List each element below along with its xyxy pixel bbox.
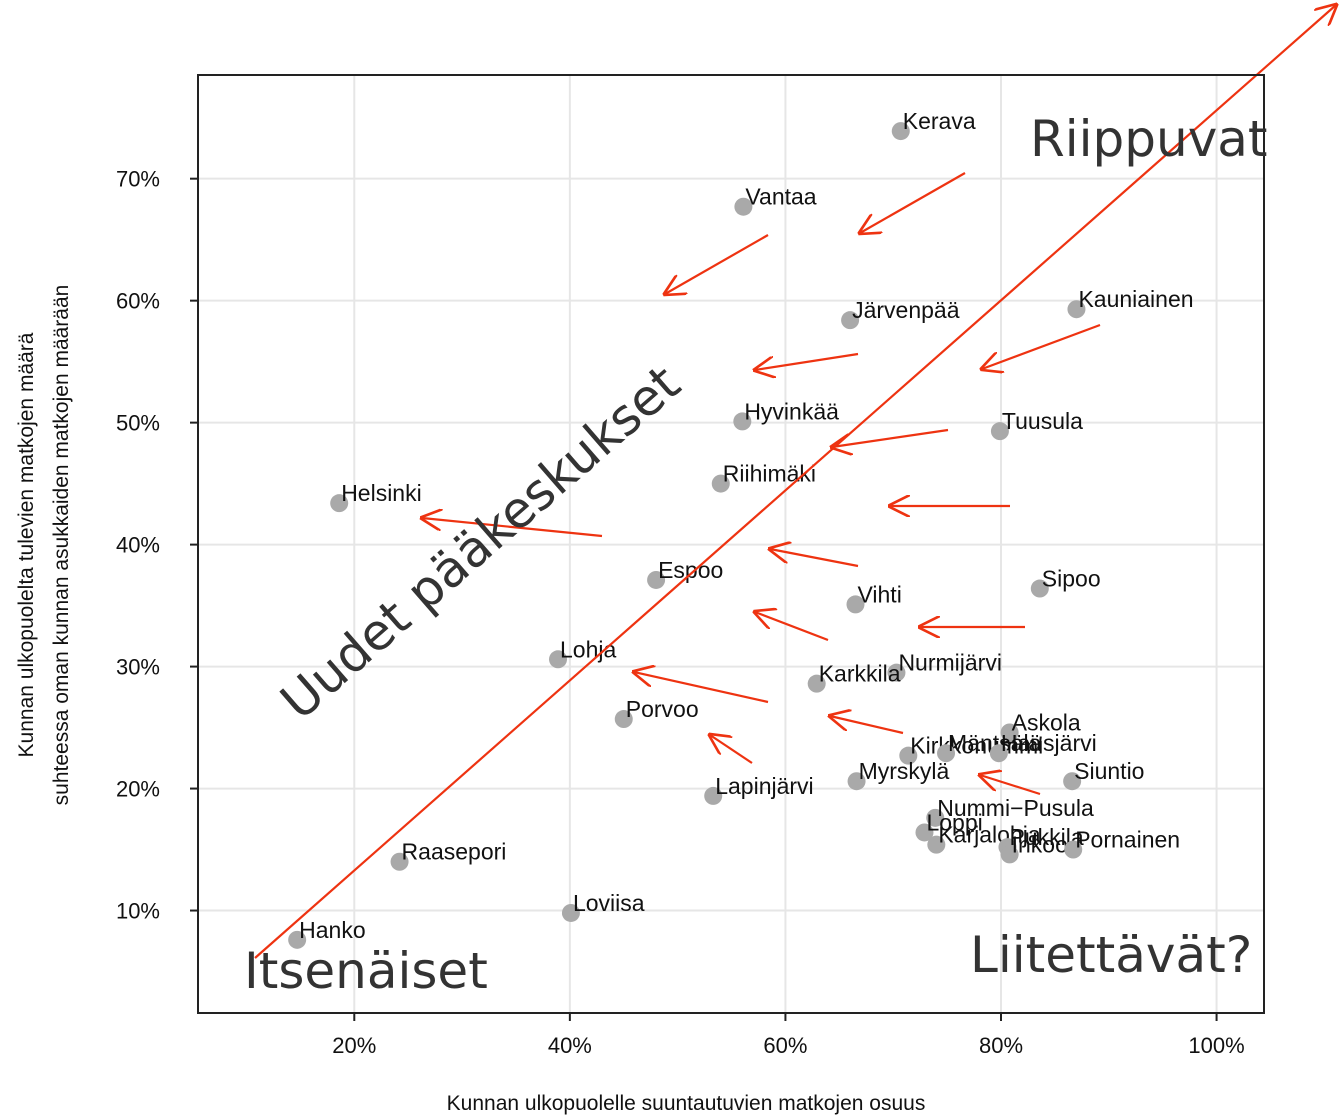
- point-label: Espoo: [658, 557, 723, 583]
- diagonal-line: [254, 5, 1336, 959]
- arrow: [982, 323, 1101, 369]
- arrow: [755, 352, 859, 370]
- point: [549, 650, 568, 669]
- point: [887, 663, 906, 682]
- point: [926, 808, 945, 827]
- arrow: [832, 428, 949, 447]
- point: [807, 674, 826, 693]
- annotation: Itsenäiset: [244, 942, 488, 1000]
- point: [1000, 723, 1019, 742]
- y-axis-label: Kunnan ulkopuolelta tulevien matkojen mä…: [15, 332, 38, 757]
- point: [561, 903, 580, 922]
- point-label: Tuusula: [1002, 408, 1083, 434]
- annotation: Riippuvat: [1030, 110, 1268, 168]
- point-label: Askola: [1012, 709, 1081, 735]
- point-label: Karjalohja: [938, 822, 1040, 848]
- point-label: Lapinjärvi: [715, 773, 813, 799]
- arrow: [665, 234, 769, 294]
- point: [847, 772, 866, 791]
- arrow: [860, 172, 966, 233]
- x-tick-label: 60%: [763, 1033, 807, 1058]
- point: [1064, 840, 1083, 859]
- point-label: Riihimäki: [723, 461, 816, 487]
- point-label: Siuntio: [1074, 758, 1144, 784]
- point: [1067, 300, 1086, 319]
- arrow: [755, 612, 829, 642]
- point-label: Loviisa: [573, 890, 645, 916]
- point-label: Vihti: [857, 581, 901, 607]
- point: [846, 595, 865, 614]
- point-label: Helsinki: [341, 480, 422, 506]
- point-label: Karkkila: [819, 661, 901, 687]
- y-tick-label: 30%: [116, 655, 160, 680]
- x-tick-label: 20%: [332, 1033, 376, 1058]
- arrow: [710, 735, 753, 764]
- y-tick-label: 70%: [116, 167, 160, 192]
- point-label: Pornainen: [1075, 827, 1180, 853]
- x-tick-label: 40%: [548, 1033, 592, 1058]
- point: [704, 786, 723, 805]
- point: [1063, 772, 1082, 791]
- point: [1030, 579, 1049, 598]
- point: [989, 744, 1008, 763]
- point-label: Nummi−Pusula: [937, 795, 1094, 821]
- point-label: Lohja: [560, 636, 616, 662]
- point: [711, 474, 730, 493]
- point-label: Hanko: [299, 917, 365, 943]
- x-tick-label: 80%: [979, 1033, 1023, 1058]
- point-label: Hausjärvi: [1001, 730, 1097, 756]
- annotation: Liitettävät?: [970, 926, 1252, 984]
- point: [1000, 845, 1019, 864]
- point-label: Myrskylä: [859, 758, 950, 784]
- point: [841, 311, 860, 330]
- point: [390, 852, 409, 871]
- point-label: Sipoo: [1042, 566, 1101, 592]
- point: [647, 570, 666, 589]
- annotation: Uudet pääkeskukset: [270, 354, 691, 731]
- point: [990, 422, 1009, 441]
- point: [734, 197, 753, 216]
- point-label: Raasepori: [402, 839, 507, 865]
- y-axis-label: suhteessa oman kunnan asukkaiden matkoje…: [50, 285, 73, 806]
- arrow: [422, 518, 603, 538]
- point: [288, 930, 307, 949]
- point: [891, 122, 910, 141]
- point-label: Järvenpää: [852, 297, 960, 323]
- point: [330, 494, 349, 513]
- arrow: [830, 716, 904, 735]
- x-axis-label: Kunnan ulkopuolelle suuntautuvien matkoj…: [447, 1092, 926, 1115]
- point-label: Kauniainen: [1078, 286, 1193, 312]
- x-tick-label: 100%: [1188, 1033, 1244, 1058]
- y-tick-label: 50%: [116, 411, 160, 436]
- point-label: Kerava: [903, 108, 976, 134]
- point-label: Loppi: [926, 809, 982, 835]
- point: [937, 744, 956, 763]
- point: [927, 835, 946, 854]
- point-label: Porvoo: [626, 696, 699, 722]
- point-label: Vantaa: [745, 184, 816, 210]
- arrow: [770, 549, 859, 568]
- grid: [198, 75, 1264, 1013]
- arrow: [634, 672, 769, 704]
- y-tick-label: 60%: [116, 289, 160, 314]
- point: [915, 823, 934, 842]
- point: [899, 746, 918, 765]
- point-label: Kirkkonummi: [910, 733, 1043, 759]
- arrows: [422, 172, 1101, 796]
- point-label: Inkoo: [1012, 831, 1068, 857]
- point: [614, 710, 633, 729]
- arrow: [980, 775, 1041, 796]
- points: Kerava Vantaa Järvenpää Kauniainen Hyvinkää T…: [288, 108, 1194, 949]
- point-label: Nurmijärvi: [898, 650, 1002, 676]
- y-tick-label: 20%: [116, 777, 160, 802]
- point-label: Hyvinkää: [744, 398, 839, 424]
- point: [733, 412, 752, 431]
- y-tick-label: 10%: [116, 899, 160, 924]
- y-tick-label: 40%: [116, 533, 160, 558]
